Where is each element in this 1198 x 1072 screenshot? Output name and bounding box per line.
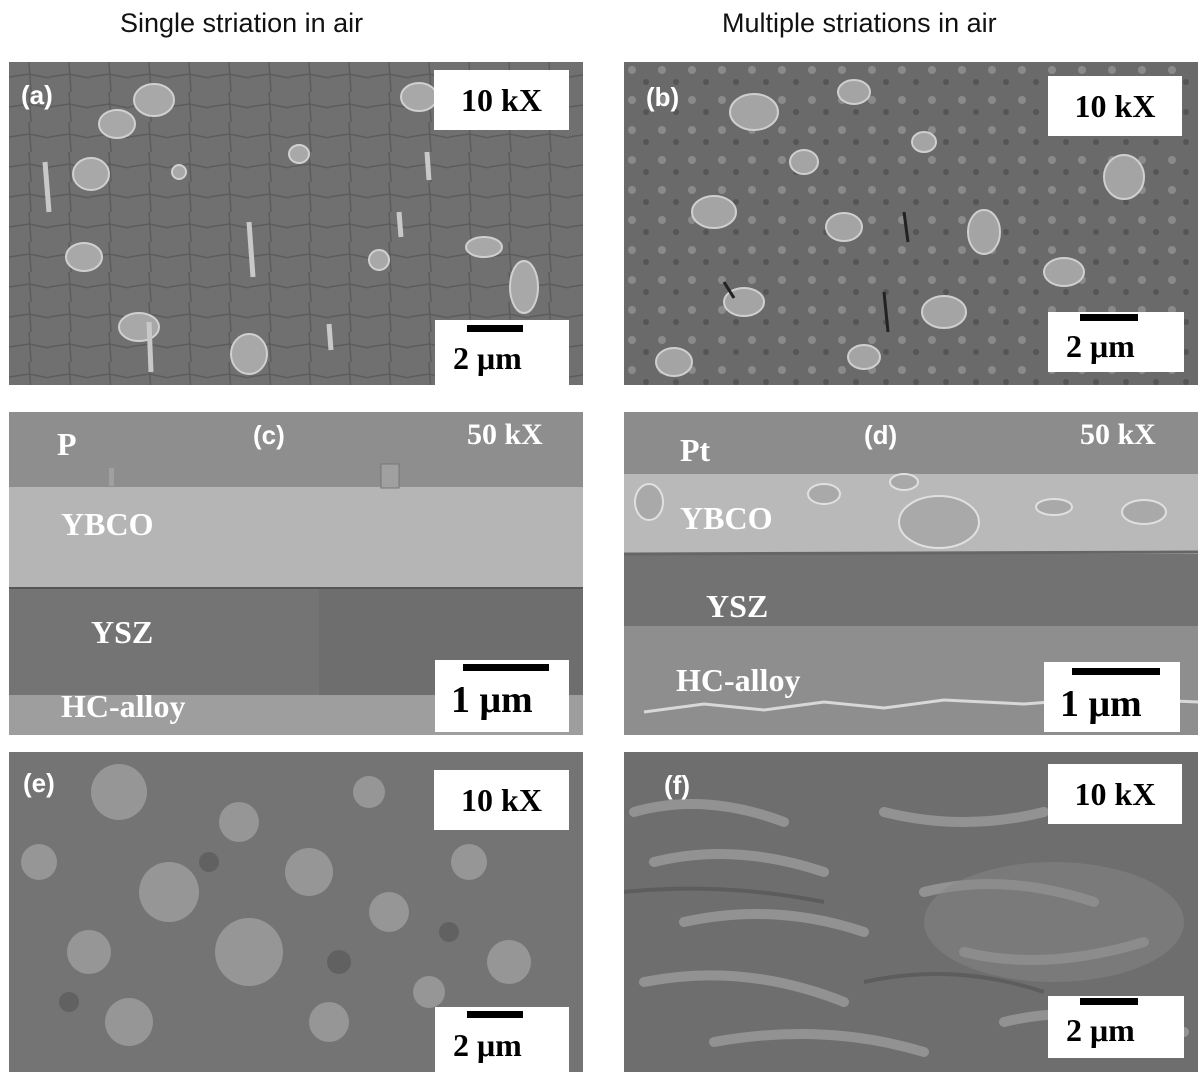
scale-label-f: 2 μm bbox=[1066, 1012, 1135, 1048]
panel-label-f: (f) bbox=[664, 770, 690, 800]
layer-label-ysz-d: YSZ bbox=[706, 588, 769, 624]
sem-panel-d: (d) 50 kX Pt YBCO YSZ HC-alloy 1 μm bbox=[624, 412, 1198, 735]
panel-label-d: (d) bbox=[864, 420, 898, 450]
scale-bar-a bbox=[467, 325, 523, 332]
layer-label-ybco-d: YBCO bbox=[680, 500, 773, 536]
layer-label-top-c: P bbox=[57, 426, 77, 462]
layer-label-ysz-c: YSZ bbox=[91, 614, 154, 650]
sem-panel-c: (c) 50 kX P YBCO YSZ HC-alloy 1 μm bbox=[9, 412, 583, 735]
layer-label-alloy-d: HC-alloy bbox=[676, 662, 801, 698]
layer-label-top-d: Pt bbox=[680, 432, 711, 468]
scale-box-f: 2 μm bbox=[1048, 996, 1184, 1058]
magnification-box-e: 10 kX bbox=[434, 770, 569, 830]
panel-label-e: (e) bbox=[23, 768, 55, 798]
scale-bar-d bbox=[1072, 668, 1160, 675]
panel-label-b: (b) bbox=[646, 82, 680, 112]
scale-bar-f bbox=[1080, 998, 1138, 1005]
scale-box-d: 1 μm bbox=[1044, 662, 1180, 732]
scale-label-a: 2 μm bbox=[453, 340, 522, 376]
scale-box-e: 2 μm bbox=[435, 1007, 569, 1072]
scale-box-b: 2 μm bbox=[1048, 312, 1184, 372]
scale-label-e: 2 μm bbox=[453, 1027, 522, 1063]
scale-bar-b bbox=[1080, 314, 1138, 321]
magnification-box-b: 10 kX bbox=[1048, 76, 1182, 136]
scale-box-a: 2 μm bbox=[435, 320, 569, 385]
column-title-left: Single striation in air bbox=[120, 8, 364, 38]
layer-label-ybco-c: YBCO bbox=[61, 506, 154, 542]
scale-label-c: 1 μm bbox=[451, 679, 533, 721]
panel-label-a: (a) bbox=[21, 80, 53, 110]
sem-panel-b: (b) 10 kX 2 μm bbox=[624, 62, 1198, 385]
panel-label-c: (c) bbox=[253, 420, 285, 450]
magnification-label-d: 50 kX bbox=[1080, 418, 1156, 451]
scale-bar-e bbox=[467, 1011, 523, 1018]
magnification-label-c: 50 kX bbox=[467, 418, 543, 451]
scale-label-d: 1 μm bbox=[1060, 683, 1142, 725]
sem-panel-a: (a) 10 kX 2 μm bbox=[9, 62, 583, 385]
magnification-box-a: 10 kX bbox=[434, 70, 569, 130]
scale-label-b: 2 μm bbox=[1066, 328, 1135, 364]
sem-image-c bbox=[9, 412, 583, 735]
scale-bar-c bbox=[463, 664, 549, 671]
magnification-label-e: 10 kX bbox=[461, 781, 542, 818]
column-title-right: Multiple striations in air bbox=[722, 8, 997, 38]
layer-label-alloy-c: HC-alloy bbox=[61, 688, 186, 724]
sem-panel-e: (e) 10 kX 2 μm bbox=[9, 752, 583, 1072]
magnification-label-b: 10 kX bbox=[1074, 87, 1156, 124]
magnification-label-a: 10 kX bbox=[461, 81, 542, 118]
sem-panel-f: (f) 10 kX 2 μm bbox=[624, 752, 1198, 1072]
scale-box-c: 1 μm bbox=[435, 660, 569, 732]
magnification-box-f: 10 kX bbox=[1048, 764, 1182, 824]
magnification-label-f: 10 kX bbox=[1074, 775, 1156, 812]
